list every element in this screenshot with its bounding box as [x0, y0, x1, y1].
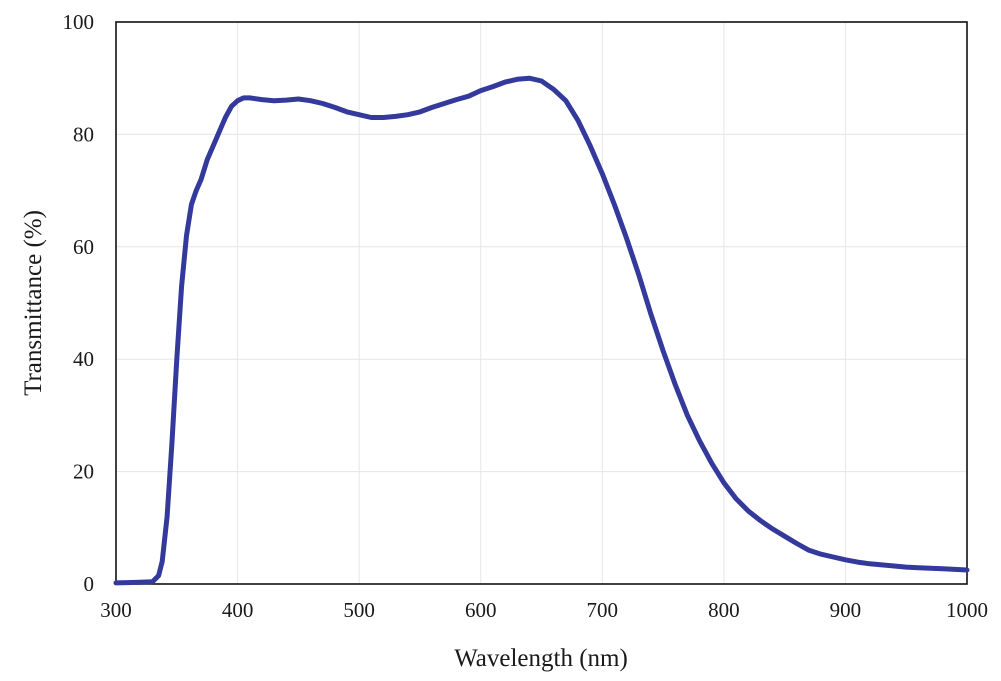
x-tick-label: 500 [343, 598, 375, 622]
y-tick-label: 100 [63, 10, 95, 34]
x-axis-ticks: 300 400 500 600 700 800 900 1000 [100, 598, 988, 622]
x-tick-label: 900 [830, 598, 862, 622]
y-axis-ticks: 0 20 40 60 80 100 [63, 10, 95, 596]
x-tick-label: 1000 [946, 598, 988, 622]
y-tick-label: 20 [73, 460, 94, 484]
x-tick-label: 800 [708, 598, 740, 622]
y-tick-label: 0 [84, 572, 95, 596]
transmittance-series-line [113, 75, 970, 586]
x-tick-label: 700 [587, 598, 619, 622]
y-tick-label: 60 [73, 235, 94, 259]
x-tick-label: 400 [222, 598, 254, 622]
y-tick-label: 80 [73, 122, 94, 146]
grid-layer [116, 22, 967, 584]
y-tick-label: 40 [73, 347, 94, 371]
plot-area-frame [115, 21, 968, 585]
x-tick-label: 300 [100, 598, 132, 622]
x-tick-label: 600 [465, 598, 497, 622]
y-axis-title: Transmittance (%) [20, 210, 47, 396]
series-layer [113, 75, 970, 586]
x-axis-title: Wavelength (nm) [454, 645, 628, 672]
